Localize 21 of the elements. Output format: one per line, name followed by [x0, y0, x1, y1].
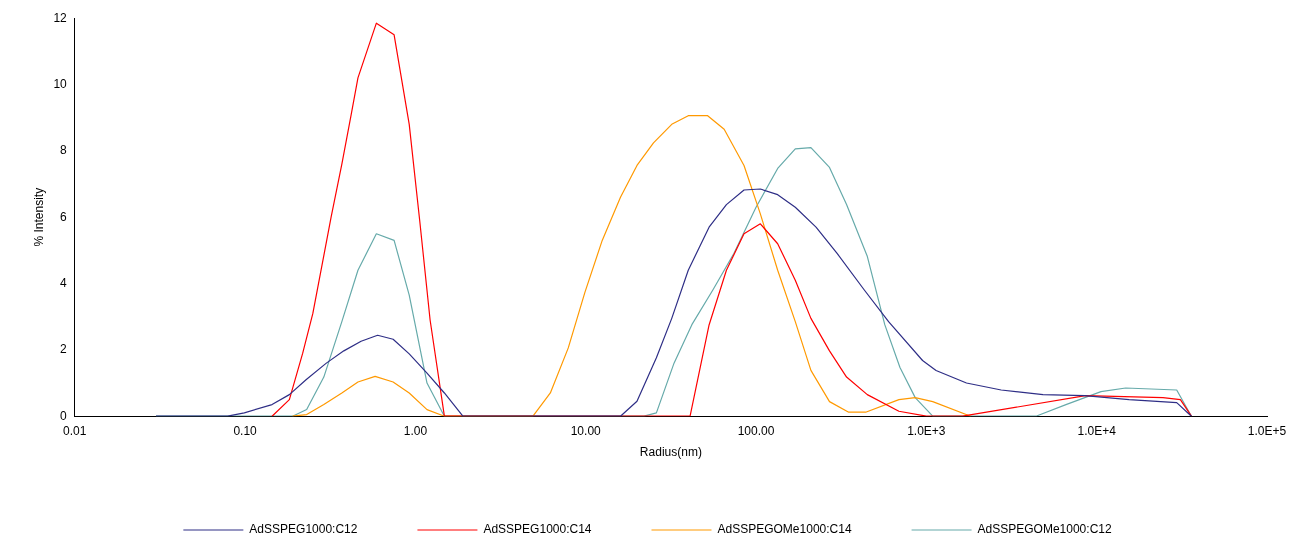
y-tick-label: 12	[53, 10, 68, 25]
legend-label: AdSSPEGOMe1000:C14	[717, 522, 852, 537]
x-tick-label: 1.0E+4	[1077, 423, 1117, 438]
x-tick-label: 10.00	[570, 423, 602, 438]
x-tick-label: 0.01	[63, 423, 87, 438]
x-tick-label: 1.0E+5	[1247, 423, 1287, 438]
legend-label: AdSSPEG1000:C14	[483, 522, 592, 537]
y-axis-title: % Intensity	[31, 187, 46, 247]
y-tick-label: 4	[60, 275, 68, 290]
y-tick-label: 6	[60, 209, 68, 224]
x-tick-label: 1.00	[403, 423, 428, 438]
x-tick-label: 1.0E+3	[907, 423, 946, 438]
x-axis-title: Radius(nm)	[639, 445, 702, 460]
y-tick-label: 2	[60, 342, 68, 357]
x-tick-label: 100.00	[737, 423, 775, 438]
x-tick-label: 0.10	[233, 423, 258, 438]
legend-label: AdSSPEG1000:C12	[249, 522, 358, 537]
y-tick-label: 8	[60, 143, 68, 158]
legend-label: AdSSPEGOMe1000:C12	[977, 522, 1112, 537]
y-tick-label: 10	[53, 76, 68, 91]
y-tick-label: 0	[60, 408, 68, 423]
